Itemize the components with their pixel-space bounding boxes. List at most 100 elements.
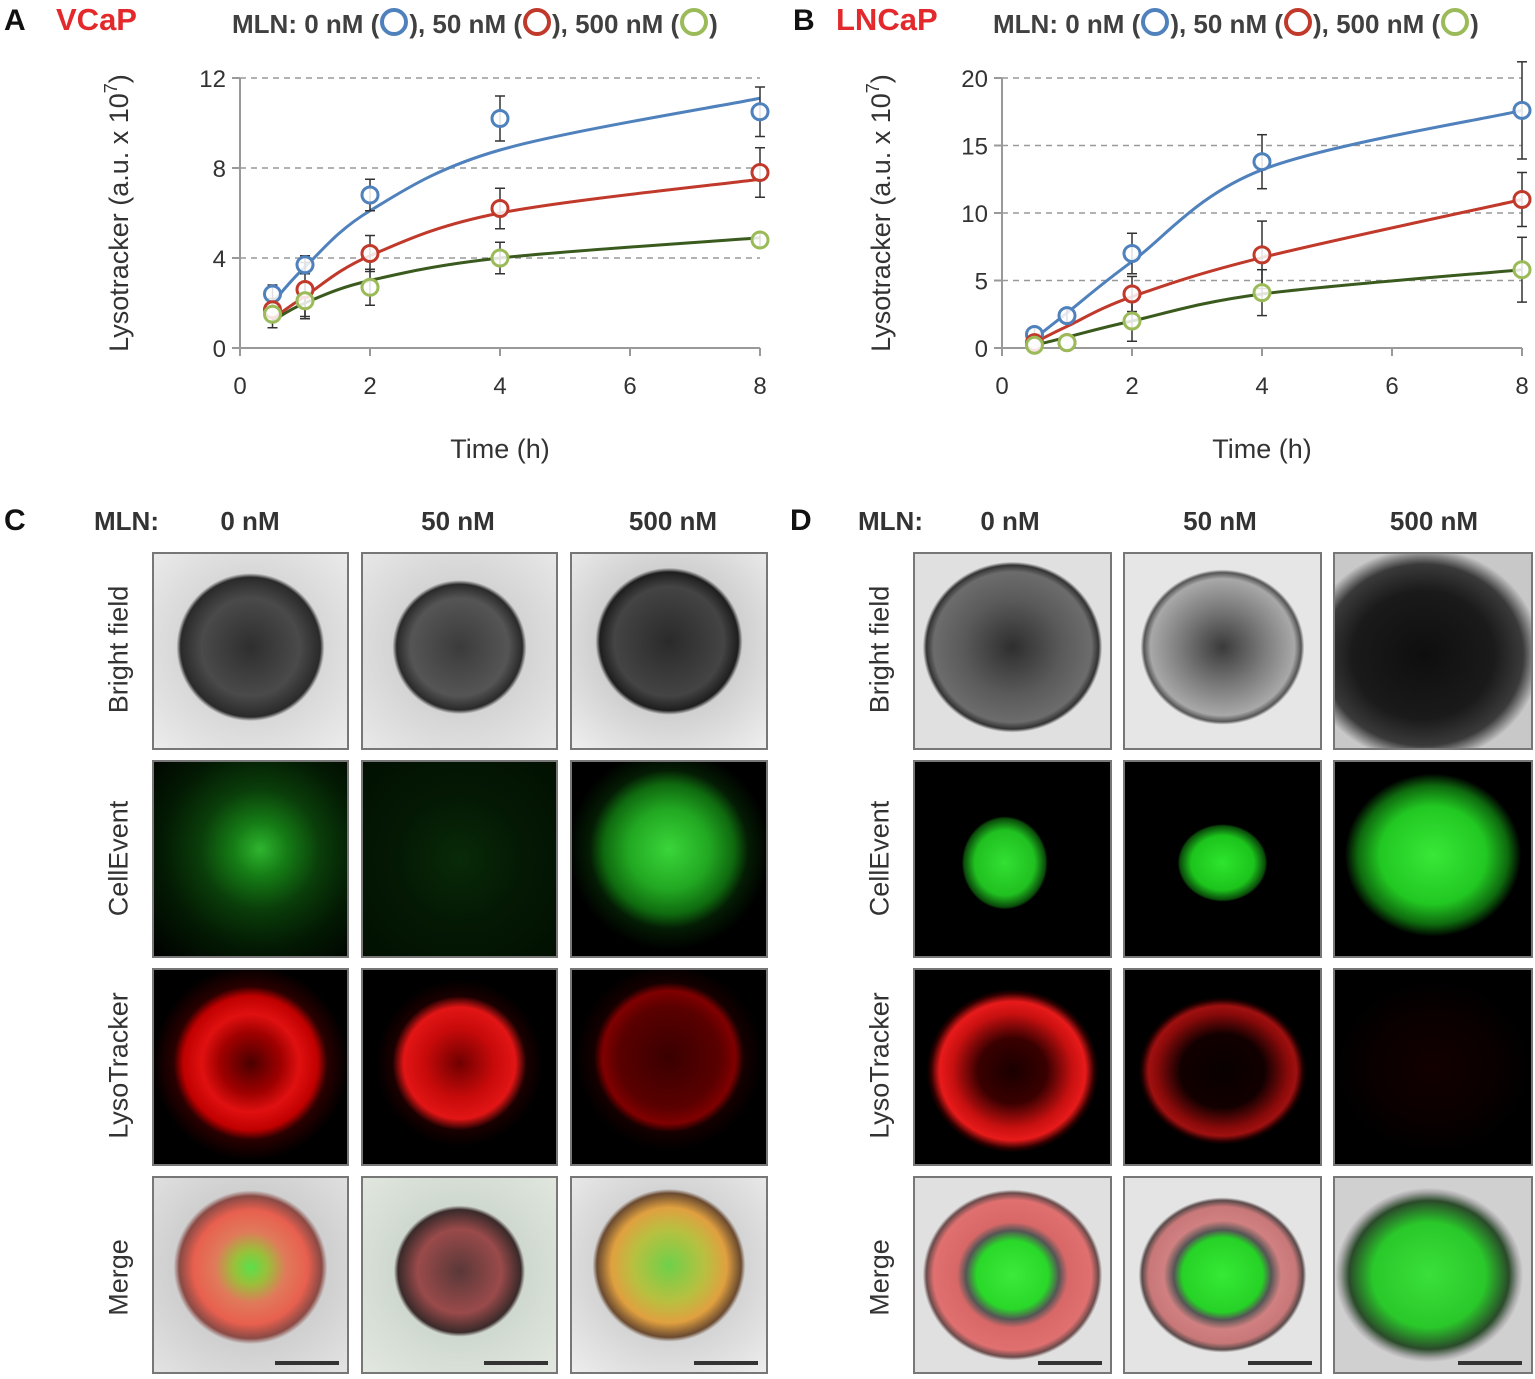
micrograph-d-lt-0 [913, 968, 1112, 1166]
data-point-0nM [1512, 100, 1532, 120]
ring-green-icon [1441, 8, 1470, 36]
scalebar-d-2 [1458, 1361, 1522, 1365]
legend-sep2: ), 500 nM ( [551, 9, 680, 39]
legend-b: MLN: 0 nM (), 50 nM (), 500 nM () [993, 8, 1479, 40]
row-label-c-brightfield: Bright field [103, 585, 134, 714]
panel-letter-a: A [4, 4, 26, 37]
title-lncap: LNCaP [836, 2, 938, 37]
row-label-c-merge: Merge [103, 1239, 134, 1316]
y-tick-label: 20 [961, 66, 988, 93]
row-label-c-cellevent: CellEvent [103, 800, 134, 917]
y-tick-label: 5 [975, 269, 988, 296]
legend-sep1: ), 50 nM ( [409, 9, 522, 39]
scalebar-c-0 [275, 1361, 339, 1365]
panel-letter-b: B [793, 4, 815, 37]
panel-letter-d: D [790, 504, 812, 537]
col-head-c-2: 500 nM [628, 506, 718, 536]
data-point-0nM [490, 109, 510, 128]
mln-label-c: MLN: [94, 506, 159, 536]
data-point-50nM [1122, 284, 1142, 304]
legend-sep2: ), 500 nM ( [1312, 9, 1441, 39]
data-point-0nM [1057, 306, 1077, 326]
chart-vcap: 0 4 8 12 0 2 4 6 8 Time (h) Lysotracker (a.u. x 10… [101, 66, 770, 464]
micrograph-d-mg-2 [1333, 1176, 1533, 1374]
micrograph-c-ce-0 [152, 760, 349, 958]
micrograph-c-bf-2 [570, 552, 768, 750]
col-head-d-0: 0 nM [980, 506, 1040, 536]
x-tick-label: 2 [1125, 373, 1138, 400]
micrograph-c-mg-1 [361, 1176, 558, 1374]
y-tick-label: 12 [199, 66, 226, 93]
x-tick-label: 2 [363, 373, 376, 400]
x-tick-label: 8 [1515, 373, 1528, 400]
data-point-500nM [360, 277, 380, 297]
scalebar-c-2 [694, 1361, 758, 1365]
micrograph-c-bf-1 [361, 552, 558, 750]
data-point-500nM [750, 230, 770, 250]
micrograph-d-ce-2 [1333, 760, 1533, 958]
y-tick-label: 4 [213, 246, 226, 273]
x-axis-label: Time (h) [1212, 434, 1312, 464]
y-tick-label: 0 [213, 336, 226, 363]
row-label-d-brightfield: Bright field [864, 585, 895, 714]
x-axis-label: Time (h) [450, 434, 550, 464]
micrograph-d-mg-1 [1123, 1176, 1322, 1374]
legend-suffix: ) [1470, 9, 1479, 39]
data-point-500nM [263, 304, 282, 324]
data-point-500nM [1057, 333, 1077, 353]
scalebar-c-1 [484, 1361, 548, 1365]
x-tick-label: 0 [233, 373, 246, 400]
legend-a: MLN: 0 nM ( ), 50 nM ( ), 500 nM () [232, 8, 718, 40]
micrograph-d-lt-1 [1123, 968, 1322, 1166]
micrograph-c-lt-0 [152, 968, 349, 1166]
y-axis-label: Lysotracker (a.u. x 107) [101, 74, 134, 352]
y-tick-label: 8 [213, 156, 226, 183]
fit-curve-0nM [1033, 108, 1523, 340]
data-point-500nM [1025, 335, 1044, 355]
ring-red-icon [1283, 8, 1312, 36]
micrograph-d-mg-0 [913, 1176, 1112, 1374]
chart-lncap: 0 5 10 15 20 0 2 4 6 8 Time (h) Lysotracker (a.u. x… [863, 61, 1532, 464]
x-tick-label: 0 [995, 373, 1008, 400]
fit-curve-500nM [271, 236, 761, 323]
ring-blue-icon [380, 8, 409, 36]
data-point-500nM [1252, 283, 1272, 303]
data-point-0nM [750, 102, 770, 122]
ring-red-icon [522, 8, 551, 36]
micrograph-d-bf-1 [1123, 552, 1322, 750]
micrograph-c-ce-1 [361, 760, 558, 958]
ring-green-icon [680, 8, 709, 36]
panel-letter-c: C [4, 504, 26, 537]
micrograph-d-bf-0 [913, 552, 1112, 750]
legend-sep1: ), 50 nM ( [1170, 9, 1283, 39]
data-point-0nM [263, 284, 282, 304]
data-point-0nM [1122, 244, 1142, 263]
data-point-50nM [360, 244, 380, 263]
legend-prefix: MLN: 0 nM ( [232, 9, 380, 39]
data-point-50nM [1512, 190, 1532, 209]
row-label-d-cellevent: CellEvent [864, 800, 895, 917]
legend-suffix: ) [709, 9, 718, 39]
fit-curve-50nM [1033, 198, 1523, 344]
micrograph-c-bf-0 [152, 552, 349, 750]
ring-blue-icon [1141, 8, 1170, 36]
data-point-50nM [490, 199, 510, 218]
row-label-d-lysotracker: LysoTracker [864, 992, 895, 1139]
micrograph-d-ce-0 [913, 760, 1112, 958]
fit-curve-0nM [271, 96, 761, 305]
micrograph-c-ce-2 [570, 760, 768, 958]
y-axis-label: Lysotracker (a.u. x 107) [863, 74, 896, 352]
title-vcap: VCaP [56, 2, 137, 37]
x-tick-label: 6 [1385, 373, 1398, 400]
data-point-500nM [295, 291, 315, 311]
col-head-c-1: 50 nM [421, 506, 495, 536]
data-point-500nM [1122, 311, 1142, 331]
micrograph-c-lt-2 [570, 968, 768, 1166]
data-point-0nM [1252, 152, 1272, 172]
col-head-d-1: 50 nM [1183, 506, 1257, 536]
micrograph-d-bf-2 [1333, 552, 1533, 750]
row-label-d-merge: Merge [864, 1239, 895, 1316]
micrograph-c-mg-0 [152, 1176, 349, 1374]
y-tick-label: 15 [961, 134, 988, 161]
col-head-c-0: 0 nM [220, 506, 280, 536]
